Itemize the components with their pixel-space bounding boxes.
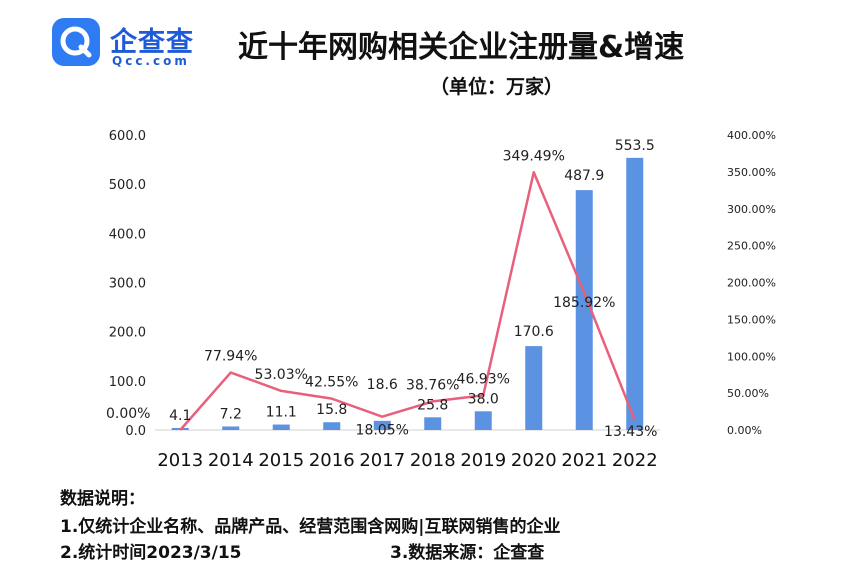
logo-domain: Qcc.com bbox=[112, 54, 190, 68]
chart-title: 近十年网购相关企业注册量&增速 bbox=[238, 30, 685, 65]
bar bbox=[272, 424, 290, 430]
bar-data-label: 25.8 bbox=[417, 397, 448, 413]
qcc-logo-icon bbox=[52, 18, 100, 66]
line-data-label: 46.93% bbox=[457, 371, 510, 387]
right-axis-tick-label: 250.00% bbox=[727, 240, 776, 253]
right-axis-tick-label: 0.00% bbox=[727, 424, 762, 437]
note-line-2: 2.统计时间2023/3/15 bbox=[60, 543, 242, 563]
bar bbox=[323, 422, 341, 430]
right-axis-tick-label: 100.00% bbox=[727, 350, 776, 363]
bar-data-label: 11.1 bbox=[266, 405, 297, 421]
x-axis-tick-label: 2018 bbox=[410, 450, 456, 471]
bar bbox=[474, 411, 492, 430]
line-data-label: 53.03% bbox=[255, 367, 308, 383]
x-axis-tick-label: 2022 bbox=[612, 450, 658, 471]
x-axis-tick-label: 2015 bbox=[258, 450, 304, 471]
x-axis-tick-label: 2020 bbox=[511, 450, 557, 471]
chart-subtitle: （单位：万家） bbox=[430, 76, 564, 98]
right-axis-tick-label: 200.00% bbox=[727, 277, 776, 290]
line-data-label: 42.55% bbox=[305, 375, 358, 391]
line-data-label: 38.76% bbox=[406, 377, 459, 393]
left-axis-tick-label: 0.0 bbox=[125, 424, 146, 439]
bar bbox=[424, 417, 442, 430]
line-data-label: 18.05% bbox=[356, 423, 409, 439]
bar bbox=[222, 426, 240, 430]
notes-heading: 数据说明： bbox=[60, 489, 145, 509]
bar-data-label: 487.9 bbox=[564, 168, 604, 184]
left-axis-tick-label: 500.0 bbox=[109, 178, 146, 193]
line-data-label: 185.92% bbox=[553, 295, 615, 311]
left-axis-tick-label: 400.0 bbox=[109, 227, 146, 242]
x-axis-tick-label: 2016 bbox=[309, 450, 355, 471]
right-axis-tick-label: 350.00% bbox=[727, 166, 776, 179]
x-axis-tick-label: 2013 bbox=[157, 450, 203, 471]
left-axis-tick-label: 300.0 bbox=[109, 277, 146, 292]
left-axis-tick-label: 200.0 bbox=[109, 326, 146, 341]
bar bbox=[373, 420, 391, 430]
x-axis-tick-label: 2021 bbox=[561, 450, 607, 471]
note-line-1: 1.仅统计企业名称、品牌产品、经营范围含网购|互联网销售的企业 bbox=[60, 517, 561, 537]
bar bbox=[525, 346, 543, 430]
bar-data-label: 18.6 bbox=[367, 377, 398, 393]
bar-data-label: 4.1 bbox=[169, 408, 191, 424]
line-data-label: 13.43% bbox=[604, 424, 657, 440]
bar-data-label: 553.5 bbox=[615, 138, 655, 154]
line-data-label: 77.94% bbox=[204, 349, 257, 365]
right-axis-tick-label: 50.00% bbox=[727, 387, 769, 400]
left-axis-tick-label: 100.0 bbox=[109, 375, 146, 390]
x-axis-tick-label: 2019 bbox=[460, 450, 506, 471]
right-axis-tick-label: 150.00% bbox=[727, 313, 776, 326]
line-data-label: 0.00% bbox=[106, 406, 150, 422]
line-data-label: 349.49% bbox=[503, 148, 565, 164]
bar bbox=[575, 190, 593, 430]
x-axis-tick-label: 2017 bbox=[359, 450, 405, 471]
bar bbox=[626, 157, 644, 431]
growth-line bbox=[179, 171, 636, 431]
note-line-3: 3.数据来源：企查查 bbox=[390, 543, 545, 563]
combo-chart: 0.0 100.0 200.0 300.0 400.0 500.0 600.0 0.00% 50… bbox=[106, 129, 776, 471]
bar-data-label: 7.2 bbox=[220, 406, 242, 422]
bar-data-label: 38.0 bbox=[468, 391, 499, 407]
logo-name: 企查查 bbox=[110, 27, 194, 58]
right-axis-tick-label: 400.00% bbox=[727, 129, 776, 142]
right-axis-tick-label: 300.00% bbox=[727, 203, 776, 216]
x-axis-tick-label: 2014 bbox=[208, 450, 254, 471]
bar-data-label: 15.8 bbox=[316, 402, 347, 418]
left-axis-tick-label: 600.0 bbox=[109, 129, 146, 144]
bar-data-label: 170.6 bbox=[514, 324, 554, 340]
qcc-logo: 企查查 Qcc.com bbox=[52, 16, 222, 76]
